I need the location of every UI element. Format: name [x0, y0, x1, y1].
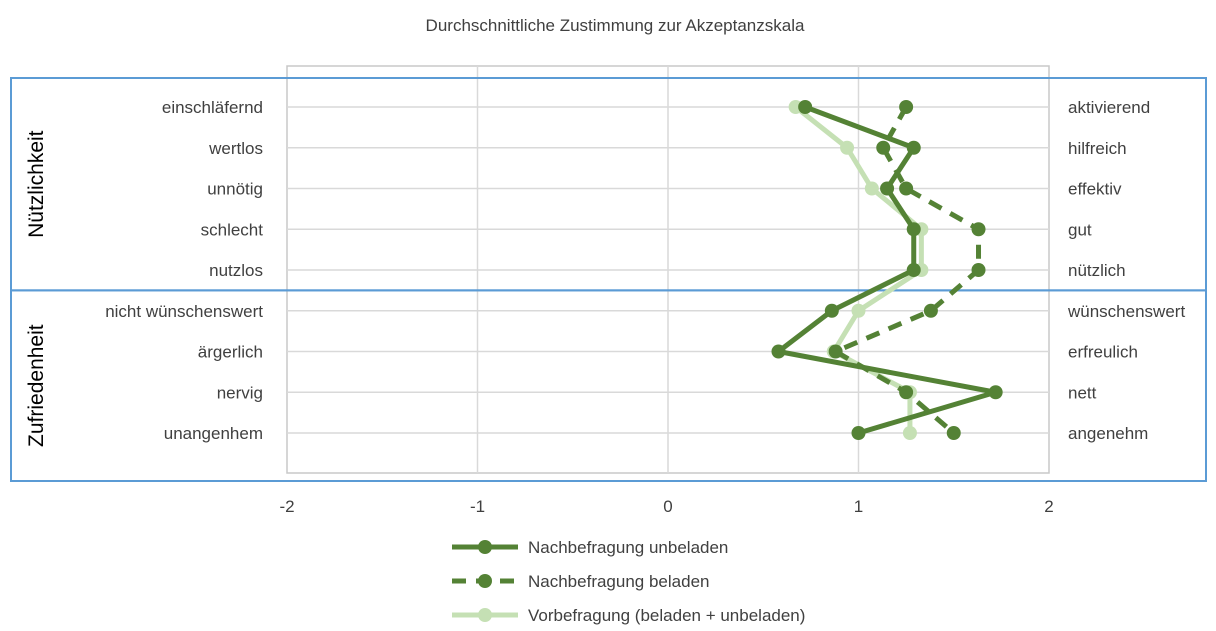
data-point [798, 100, 813, 114]
gridlines [287, 66, 1049, 473]
left-scale-label: unangenhem [164, 424, 263, 443]
data-point [876, 140, 891, 155]
left-scale-labels: einschläfernd wertlos unnötig schlecht nutzl… [105, 98, 263, 443]
data-point [902, 426, 917, 440]
data-point [899, 100, 914, 114]
data-point [771, 344, 786, 359]
right-scale-label: hilfreich [1068, 139, 1127, 158]
right-scale-label: nett [1068, 383, 1097, 402]
data-point [851, 426, 866, 440]
series-group [771, 100, 1003, 440]
x-tick-label: 2 [1044, 497, 1053, 516]
data-point [824, 303, 839, 318]
data-point [988, 385, 1003, 400]
series-lines [771, 100, 1003, 440]
legend-swatch-marker [478, 574, 492, 588]
group-label: Zufriedenheit [25, 324, 48, 447]
right-scale-label: angenehm [1068, 424, 1148, 443]
x-axis-ticks: -2 -1 0 1 2 [279, 497, 1053, 516]
group-box [10, 289, 1207, 482]
left-scale-label: schlecht [201, 220, 264, 239]
left-scale-label: wertlos [208, 139, 263, 158]
series-group [828, 100, 986, 440]
legend: Nachbefragung unbeladen Nachbefragung bel… [452, 538, 805, 625]
left-scale-label: unnötig [207, 180, 263, 199]
right-scale-label: effektiv [1068, 180, 1122, 199]
data-point [906, 140, 921, 155]
data-point [906, 263, 921, 277]
left-scale-label: nervig [217, 383, 263, 402]
data-point [864, 181, 879, 196]
legend-label: Vorbefragung (beladen + unbeladen) [528, 606, 805, 625]
right-scale-label: gut [1068, 220, 1092, 239]
x-tick-label: -2 [279, 497, 294, 516]
x-tick-label: -1 [470, 497, 485, 516]
right-scale-labels: aktivierend hilfreich effektiv gut nützlich w… [1067, 98, 1185, 443]
legend-swatch-marker [478, 540, 492, 554]
right-scale-label: nützlich [1068, 261, 1126, 280]
left-scale-label: einschläfernd [162, 98, 263, 117]
group-boxes: Nützlichkeit Zufriedenheit [10, 77, 1207, 482]
x-tick-label: 0 [663, 497, 672, 516]
legend-swatch-marker [478, 608, 492, 622]
right-scale-label: aktivierend [1068, 98, 1150, 117]
data-point [851, 303, 866, 318]
data-point [828, 344, 843, 359]
right-scale-label: erfreulich [1068, 343, 1138, 362]
data-point [880, 181, 895, 196]
data-point [946, 426, 961, 440]
data-point [906, 222, 921, 237]
x-tick-label: 1 [854, 497, 863, 516]
group-label: Nützlichkeit [25, 130, 48, 238]
data-point [840, 140, 855, 155]
left-scale-label: ärgerlich [198, 343, 263, 362]
right-scale-label: wünschenswert [1067, 302, 1185, 321]
data-point [923, 303, 938, 318]
legend-label: Nachbefragung beladen [528, 572, 709, 591]
chart-title: Durchschnittliche Zustimmung zur Akzepta… [426, 16, 805, 35]
data-point [899, 181, 914, 196]
data-point [899, 385, 914, 400]
left-scale-label: nicht wünschenswert [105, 302, 263, 321]
legend-label: Nachbefragung unbeladen [528, 538, 728, 557]
data-point [971, 222, 986, 237]
left-scale-label: nutzlos [209, 261, 263, 280]
data-point [971, 263, 986, 277]
